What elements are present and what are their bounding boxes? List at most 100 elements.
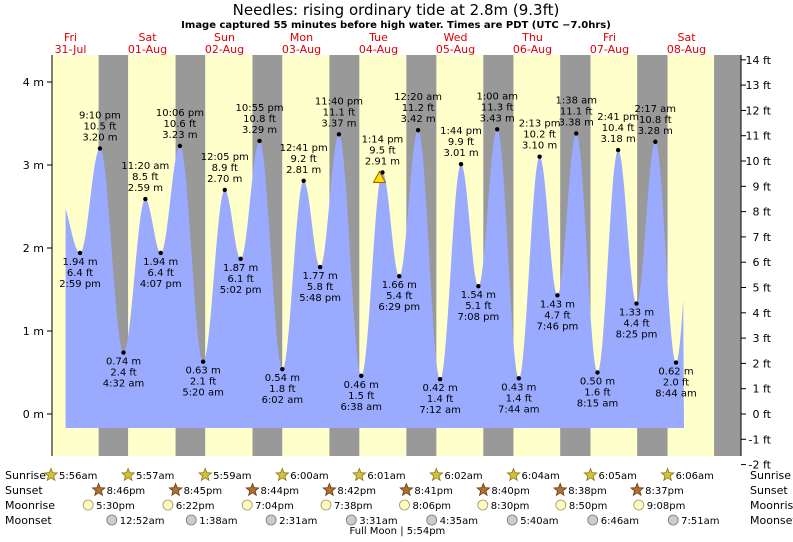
moonset-time: 12:52am (120, 516, 165, 527)
moonset-time: 5:40am (520, 516, 558, 527)
moonrise-time: 9:08pm (647, 501, 686, 512)
current-tide-marker (372, 170, 387, 183)
row-label-right: Moonset (750, 514, 793, 527)
tide-m-label: 0.63 m (186, 366, 221, 377)
tide-m-label: 0.62 m (658, 367, 693, 378)
day-name-label: Tue (368, 31, 388, 44)
tide-point (437, 376, 443, 382)
tide-time-label: 7:08 pm (458, 312, 500, 323)
moonrise-icon (477, 499, 489, 511)
tide-point (200, 359, 206, 364)
tide-time-label: 8:25 pm (616, 330, 658, 341)
tide-ft-label: 1.6 ft (584, 388, 610, 399)
moonset-icon (667, 514, 679, 526)
moonrise-time: 7:38pm (334, 501, 373, 512)
tide-point (537, 154, 542, 159)
tide-m-label: 0.74 m (106, 357, 141, 368)
tide-point (555, 293, 560, 298)
day-name-label: Sat (677, 31, 696, 44)
sunrise-time: 6:06am (676, 471, 714, 482)
tide-point (615, 147, 621, 153)
right-tick-label: 5 ft (753, 282, 772, 295)
tide-m-label: 3.37 m (321, 118, 356, 129)
tide-ft-label: 11.1 ft (560, 106, 593, 117)
tide-m-label: 2.91 m (365, 156, 400, 167)
sunset-time: 8:46pm (107, 486, 146, 497)
tide-time-label: 2:59 pm (59, 279, 101, 290)
moonset-icon (426, 514, 438, 526)
row-label-left: Moonset (5, 514, 52, 527)
tide-time-label: 6:02 am (262, 395, 304, 406)
moonset-time: 7:51am (681, 516, 719, 527)
tide-point (634, 301, 639, 306)
tide-point (574, 131, 579, 136)
sunset-time: 8:44pm (261, 486, 300, 497)
tide-m-label: 3.18 m (601, 134, 636, 145)
day-date-label: 08-Aug (667, 43, 706, 56)
tide-point (257, 138, 262, 144)
tide-m-label: 3.29 m (242, 125, 277, 136)
right-tick-label: 7 ft (753, 231, 772, 244)
right-tick-label: 1 ft (753, 383, 772, 396)
tide-ft-label: 10.5 ft (84, 121, 117, 132)
tide-point (97, 146, 103, 151)
tide-ft-label: 4.7 ft (544, 310, 570, 321)
tide-point (495, 127, 500, 132)
right-tick-label: -2 ft (749, 459, 772, 472)
moonrise-time: 8:30pm (491, 501, 530, 512)
tide-m-label: 1.87 m (223, 263, 258, 274)
sunset-icon (476, 482, 491, 497)
sunrise-icon (583, 467, 598, 482)
tide-point (143, 196, 148, 202)
right-tick-label: 3 ft (753, 332, 772, 345)
tide-ft-label: 2.0 ft (663, 378, 689, 389)
tide-time-label: 7:44 am (498, 404, 540, 415)
tide-point (673, 360, 679, 365)
day-name-label: Wed (444, 31, 468, 44)
tide-m-label: 1.66 m (382, 280, 417, 291)
tide-time-label: 11:40 pm (315, 96, 363, 107)
tide-m-label: 3.20 m (82, 132, 117, 143)
tide-ft-label: 2.1 ft (190, 377, 216, 388)
right-tick-label: 10 ft (746, 155, 772, 168)
tide-ft-label: 6.4 ft (67, 268, 93, 279)
day-name-label: Sun (214, 31, 235, 44)
right-tick-label: 9 ft (753, 180, 772, 193)
moonrise-time: 6:22pm (176, 501, 215, 512)
day-date-label: 06-Aug (513, 43, 552, 56)
chart-title: Needles: rising ordinary tide at 2.8m (9… (233, 1, 560, 19)
moonset-icon (185, 514, 197, 526)
tide-time-label: 1:14 pm (362, 134, 404, 145)
moonset-icon (265, 514, 277, 526)
sunset-icon (168, 482, 183, 497)
tide-m-label: 2.59 m (128, 183, 163, 194)
tide-time-label: 2:13 pm (519, 119, 561, 130)
tide-point (380, 170, 385, 175)
row-label-left: Moonrise (5, 499, 55, 512)
tide-m-label: 3.01 m (443, 148, 478, 159)
tide-m-label: 2.81 m (286, 165, 321, 176)
tide-time-label: 12:20 am (394, 92, 442, 103)
tide-point (301, 178, 306, 183)
tide-ft-label: 1.8 ft (269, 384, 295, 395)
day-labels: Fri31-JulSat01-AugSun02-AugMon03-AugTue0… (55, 31, 707, 56)
sunset-icon (91, 482, 106, 497)
tide-point (121, 350, 126, 355)
sunset-time: 8:41pm (414, 486, 453, 497)
day-name-label: Fri (603, 31, 616, 44)
day-name-label: Sat (138, 31, 157, 44)
chart-subtitle: Image captured 55 minutes before high wa… (181, 20, 611, 31)
left-tick-label: 4 m (23, 76, 44, 89)
moonset-icon (506, 514, 518, 526)
moonset-icon (345, 514, 357, 526)
tide-point (415, 127, 421, 133)
tide-time-label: 7:12 am (419, 405, 461, 416)
tide-curve (65, 129, 685, 429)
tide-m-label: 3.42 m (400, 114, 435, 125)
tide-time-label: 1:44 pm (440, 126, 482, 137)
moonset-time: 1:38am (199, 516, 237, 527)
tide-m-label: 0.50 m (580, 377, 615, 388)
tide-time-label: 9:10 pm (79, 110, 121, 121)
tide-area (65, 129, 685, 429)
